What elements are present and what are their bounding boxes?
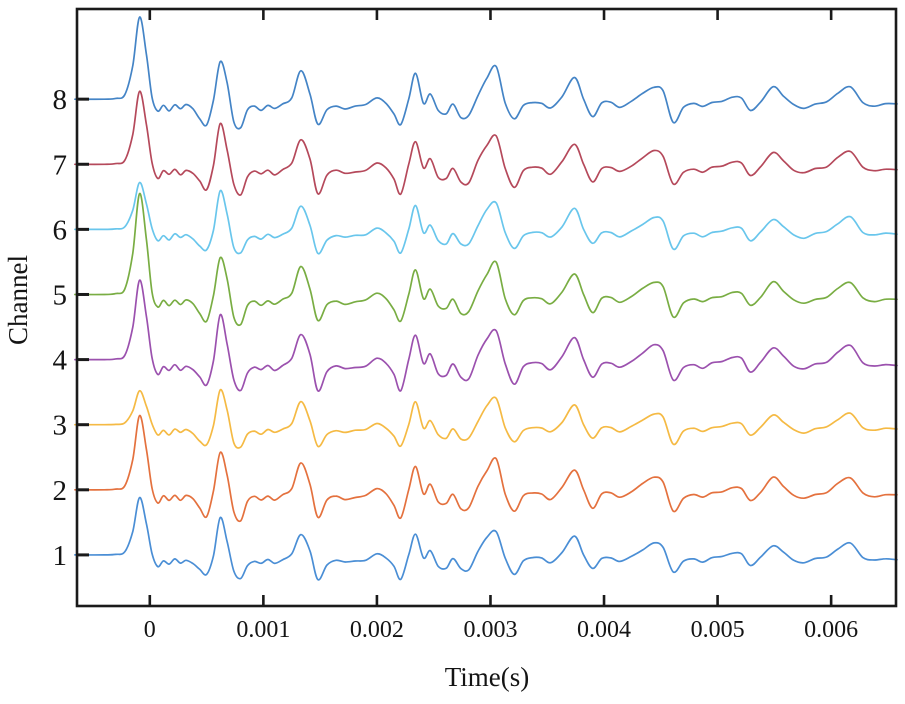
axis-layer: 0 0.001 0.002 0.003 0.004 0.005 0.006 1 2 3 4 5 6 7 8 bbox=[53, 7, 898, 643]
x-tick-label: 0.001 bbox=[236, 617, 290, 643]
x-tick-label: 0.005 bbox=[691, 617, 745, 643]
y-tick-label: 3 bbox=[53, 410, 68, 442]
x-tick-label: 0.003 bbox=[463, 617, 517, 643]
x-axis-title: Time(s) bbox=[445, 662, 530, 692]
y-tick-label: 2 bbox=[53, 475, 68, 507]
y-axis-title: Channel bbox=[3, 255, 33, 345]
channel-6-trace bbox=[74, 181, 898, 255]
y-tick-label: 6 bbox=[53, 214, 68, 246]
channel-5-trace bbox=[74, 192, 898, 327]
y-tick-label: 1 bbox=[53, 540, 68, 572]
y-tick-label: 4 bbox=[53, 345, 68, 377]
channel-1-trace bbox=[74, 496, 898, 581]
plot-border bbox=[75, 7, 898, 608]
channel-7-trace bbox=[74, 90, 898, 196]
x-tick-label: 0 bbox=[144, 617, 156, 643]
y-tick-label: 5 bbox=[53, 279, 68, 311]
channel-3-trace bbox=[74, 388, 898, 449]
y-tick-label: 7 bbox=[53, 149, 68, 181]
y-tick-label: 8 bbox=[53, 84, 68, 116]
x-tick-label: 0.004 bbox=[577, 617, 631, 643]
channel-4-trace bbox=[74, 279, 898, 392]
trace-layer bbox=[74, 16, 898, 581]
x-tick-label: 0.002 bbox=[350, 617, 404, 643]
channel-2-trace bbox=[74, 414, 898, 523]
x-tick-label: 0.006 bbox=[804, 617, 858, 643]
channel-8-trace bbox=[74, 16, 898, 130]
